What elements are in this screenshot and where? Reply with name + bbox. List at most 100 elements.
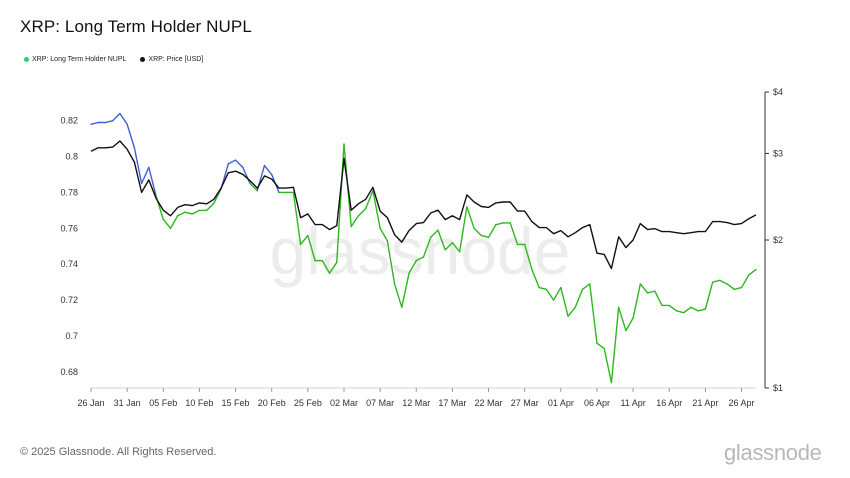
legend-label-price: XRP: Price [USD] xyxy=(148,56,204,63)
x-tick-label: 06 Apr xyxy=(584,398,610,408)
nupl-line-segment xyxy=(408,259,417,274)
nupl-line-segment xyxy=(545,288,555,301)
legend-swatch-price xyxy=(140,57,146,62)
nupl-line-segment xyxy=(748,268,757,276)
nupl-line-segment xyxy=(567,306,576,317)
nupl-line-segment xyxy=(184,211,193,215)
nupl-line-segment xyxy=(451,241,461,253)
x-tick-label: 15 Feb xyxy=(222,398,250,408)
nupl-line-segment xyxy=(372,189,381,230)
x-tick-label: 07 Mar xyxy=(366,398,394,408)
nupl-line-segment xyxy=(119,112,128,125)
nupl-line-segment xyxy=(299,234,309,246)
nupl-line-segment xyxy=(711,279,721,283)
nupl-line-segment xyxy=(646,290,656,294)
nupl-line-segment xyxy=(162,218,172,230)
chart-title: XRP: Long Term Holder NUPL xyxy=(20,17,252,36)
nupl-line-segment xyxy=(364,189,374,210)
y-right-tick-label: $4 xyxy=(773,87,783,97)
y-right-tick-label: $2 xyxy=(773,235,783,245)
nupl-line-segment xyxy=(531,268,540,289)
y-left-tick-label: 0.82 xyxy=(60,116,78,126)
nupl-line-segment xyxy=(401,272,410,308)
x-tick-label: 12 Mar xyxy=(402,398,430,408)
nupl-line-segment xyxy=(683,306,692,314)
nupl-line-segment xyxy=(740,274,750,289)
y-left-tick-label: 0.72 xyxy=(60,295,78,305)
nupl-line-segment xyxy=(639,283,649,294)
nupl-line-segment xyxy=(610,306,620,384)
nupl-line-segment xyxy=(733,286,743,291)
nupl-line-segment xyxy=(632,283,642,319)
nupl-line-segment xyxy=(538,286,548,291)
nupl-line-segment xyxy=(422,236,432,258)
brand-logo: glassnode xyxy=(724,440,822,465)
nupl-line-segment xyxy=(350,215,360,228)
nupl-line-segment xyxy=(263,164,273,176)
nupl-line-segment xyxy=(213,188,222,204)
nupl-line-segment xyxy=(473,227,483,237)
price-line xyxy=(90,140,757,270)
x-tick-label: 16 Apr xyxy=(656,398,682,408)
nupl-line-segment xyxy=(697,308,707,312)
nupl-line-segment xyxy=(719,279,728,285)
watermark: glassnode xyxy=(270,214,571,288)
y-left-tick-label: 0.74 xyxy=(60,259,78,269)
x-tick-label: 27 Mar xyxy=(511,398,539,408)
nupl-line-segment xyxy=(430,229,439,239)
x-tick-label: 22 Mar xyxy=(475,398,503,408)
nupl-line-segment xyxy=(726,283,736,291)
legend-item-price[interactable]: XRP: Price [USD] xyxy=(140,56,203,63)
nupl-line-segment xyxy=(111,112,121,122)
nupl-line-segment xyxy=(625,317,634,332)
nupl-line-segment xyxy=(90,121,99,125)
nupl-line-segment xyxy=(307,234,316,262)
nupl-line-segment xyxy=(589,283,598,344)
nupl-line-segment xyxy=(393,283,403,308)
nupl-line-segment xyxy=(242,166,251,185)
nupl-line-segment xyxy=(126,123,136,149)
nupl-line-segment xyxy=(177,211,186,217)
nupl-line-segment xyxy=(205,202,215,212)
nupl-line-segment xyxy=(191,209,201,215)
nupl-line-segment xyxy=(148,166,157,197)
nupl-line-segment xyxy=(386,240,396,285)
nupl-line-segment xyxy=(379,227,389,242)
x-tick-label: 05 Feb xyxy=(149,398,177,408)
nupl-line-segment xyxy=(596,342,605,350)
y-left-tick-label: 0.76 xyxy=(60,223,78,233)
nupl-line-segment xyxy=(227,159,237,165)
nupl-line-segment xyxy=(104,120,114,124)
nupl-line-segment xyxy=(654,290,663,307)
nupl-line-segment xyxy=(704,281,714,310)
x-tick-label: 17 Mar xyxy=(438,398,466,408)
nupl-line-segment xyxy=(668,304,678,312)
nupl-line-segment xyxy=(560,286,569,317)
copyright: © 2025 Glassnode. All Rights Reserved. xyxy=(20,446,217,458)
nupl-line-segment xyxy=(169,215,179,230)
x-tick-label: 25 Feb xyxy=(294,398,322,408)
nupl-line-segment xyxy=(458,206,468,253)
legend-item-nupl[interactable]: XRP: Long Term Holder NUPL xyxy=(24,56,126,63)
nupl-line-segment xyxy=(495,222,504,226)
nupl-line-segment xyxy=(415,256,425,262)
x-tick-label: 20 Feb xyxy=(258,398,286,408)
y-right-tick-label: $1 xyxy=(773,383,783,393)
x-tick-label: 21 Apr xyxy=(692,398,718,408)
nupl-line-segment xyxy=(466,206,475,230)
nupl-line-segment xyxy=(509,222,519,246)
y-left-tick-label: 0.7 xyxy=(65,331,78,341)
nupl-line-segment xyxy=(437,229,446,251)
x-tick-label: 01 Apr xyxy=(548,398,574,408)
nupl-line-segment xyxy=(690,306,699,312)
x-tick-label: 26 Apr xyxy=(729,398,755,408)
nupl-line-segment xyxy=(328,261,338,274)
y-right-tick-label: $3 xyxy=(773,148,783,158)
legend: XRP: Long Term Holder NUPL XRP: Price [U… xyxy=(24,56,203,63)
nupl-line-segment xyxy=(480,234,490,239)
nupl-line-segment xyxy=(487,224,497,239)
nupl-line-segment xyxy=(249,182,258,192)
y-left-tick-label: 0.68 xyxy=(60,367,78,377)
nupl-line-segment xyxy=(574,288,584,308)
